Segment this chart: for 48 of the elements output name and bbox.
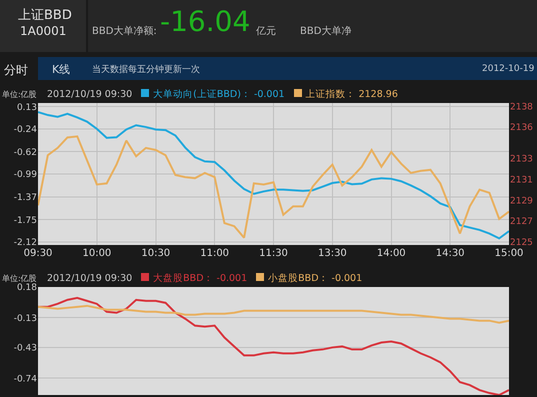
x-tick-label: 11:30 — [259, 248, 288, 259]
text: 当天数据每五分钟更新一次 — [92, 64, 200, 76]
text: 2012-10-19 — [482, 64, 534, 74]
line-series — [38, 111, 509, 240]
y-tick-label: 0.13 — [16, 102, 37, 113]
text: -16.04 — [160, 5, 250, 38]
x-tick-label: 15:00 — [494, 248, 524, 259]
y2-tick-label: 2136 — [510, 123, 534, 134]
text: 1A0001 — [20, 24, 66, 38]
line-series — [38, 135, 509, 239]
legend-label: 大单动向(上证BBD)： -0.001 — [153, 89, 285, 100]
legend-label: 上证指数： 2128.96 — [306, 89, 398, 100]
y-tick-label: -0.99 — [14, 170, 38, 180]
y-tick-label: -1.37 — [14, 193, 37, 204]
text: 分时 — [4, 62, 28, 79]
y-tick-label: -1.75 — [14, 216, 37, 226]
x-tick-label: 14:00 — [376, 248, 406, 259]
y2-tick-label: 2127 — [510, 217, 533, 228]
y2-tick-label: 2129 — [510, 196, 534, 206]
y2-tick-label: 2131 — [510, 175, 533, 186]
y-axis-title: 单位:亿股 — [2, 274, 37, 283]
text: BBD大单净额: — [92, 24, 157, 38]
y-tick-label: 0.18 — [16, 283, 38, 294]
x-tick-label: 10:00 — [82, 248, 112, 259]
y2-tick-label: 2138 — [510, 102, 534, 112]
y-tick-label: -0.62 — [14, 148, 37, 158]
text: 亿元 — [256, 25, 276, 38]
y2-tick-label: 2125 — [510, 238, 533, 248]
y-tick-label: -0.24 — [14, 125, 38, 136]
text: 上证BBD — [18, 7, 72, 24]
y-tick-label: -0.43 — [14, 344, 37, 354]
y-tick-label: -0.13 — [14, 314, 37, 324]
y-tick-label: -0.74 — [14, 374, 38, 384]
x-tick-label: 14:30 — [436, 248, 465, 259]
legend-title: 2012/10/19 09:30 — [47, 89, 132, 100]
legend-title: 2012/10/19 09:30 — [47, 273, 132, 284]
y-tick-label: -2.12 — [14, 238, 37, 248]
text: K线 — [52, 62, 70, 77]
x-tick-label: 11:00 — [200, 248, 230, 259]
y2-tick-label: 2133 — [510, 154, 533, 164]
x-tick-label: 13:30 — [318, 248, 347, 259]
x-tick-label: 10:30 — [141, 248, 170, 259]
y-axis-title: 单位:亿股 — [2, 90, 37, 99]
legend-label: 小盘股BBD： -0.001 — [268, 273, 362, 284]
x-tick-label: 09:30 — [24, 248, 52, 259]
text: BBD大单净 — [300, 24, 352, 38]
line-series — [38, 304, 509, 324]
legend-label: 大盘股BBD： -0.001 — [153, 273, 248, 284]
